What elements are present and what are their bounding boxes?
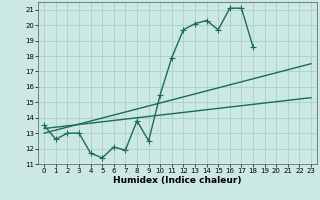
X-axis label: Humidex (Indice chaleur): Humidex (Indice chaleur) bbox=[113, 176, 242, 185]
